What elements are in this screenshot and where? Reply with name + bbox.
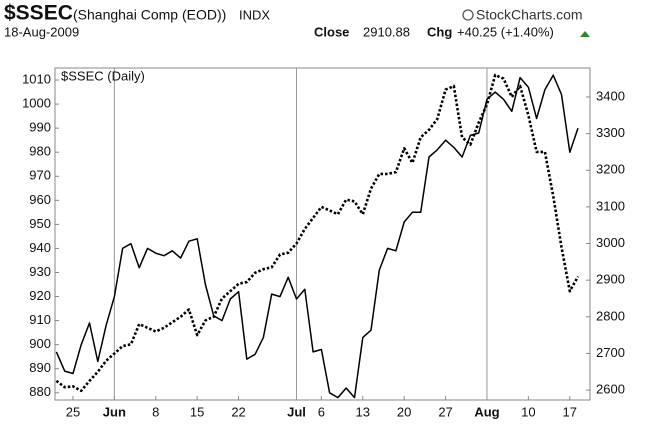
- y-tick-label: 980: [29, 144, 51, 159]
- y-tick-label: 890: [29, 360, 51, 375]
- y-tick-label: 880: [29, 384, 51, 399]
- y2-tick-label: 3200: [596, 162, 625, 177]
- series-line: [55, 74, 579, 399]
- y2-tick-label: 2800: [596, 308, 625, 323]
- y2-tick-label: 3000: [596, 235, 625, 250]
- x-tick-label: 27: [438, 404, 452, 419]
- x-tick-label: 6: [318, 404, 325, 419]
- x-tick-label: 22: [231, 404, 245, 419]
- chg-label: Chg: [427, 24, 452, 39]
- y-tick-label: 940: [29, 240, 51, 255]
- x-tick-label: 15: [190, 404, 204, 419]
- x-tick-label: 13: [356, 404, 370, 419]
- x-tick-label: 20: [397, 404, 411, 419]
- y-tick-label: 930: [29, 264, 51, 279]
- x-tick-label: Jul: [287, 404, 306, 419]
- y2-tick-label: 2700: [596, 345, 625, 360]
- y-tick-label: 950: [29, 216, 51, 231]
- plot-frame: [54, 67, 591, 401]
- close-value: 2910.88: [363, 24, 410, 39]
- y-tick-label: 1000: [22, 96, 51, 111]
- y-tick-label: 910: [29, 312, 51, 327]
- exchange: INDX: [239, 7, 270, 22]
- legend-label: $SSEC (Daily): [61, 68, 145, 83]
- y2-tick-label: 2600: [596, 382, 625, 397]
- y2-tick-label: 3400: [596, 88, 625, 103]
- x-tick-label: Aug: [474, 404, 499, 419]
- watermark: StockCharts.com: [476, 7, 583, 23]
- y-tick-label: 990: [29, 120, 51, 135]
- y-tick-label: 970: [29, 168, 51, 183]
- x-tick-label: 10: [521, 404, 535, 419]
- date: 18-Aug-2009: [4, 24, 79, 39]
- chg-value: +40.25 (+1.40%): [457, 24, 554, 39]
- series-line: [55, 73, 580, 393]
- y-tick-label: 960: [29, 192, 51, 207]
- y2-tick-label: 3300: [596, 125, 625, 140]
- y2-tick-label: 2900: [596, 272, 625, 287]
- up-arrow: [580, 31, 590, 37]
- y-tick-label: 900: [29, 336, 51, 351]
- chart-title: $SSEC: [4, 2, 73, 25]
- chart-subtitle: (Shanghai Comp (EOD)): [73, 7, 226, 23]
- x-tick-label: 17: [563, 404, 577, 419]
- y-tick-label: 1010: [22, 71, 51, 86]
- x-tick-label: Jun: [103, 404, 126, 419]
- close-label: Close: [314, 24, 349, 39]
- x-tick-label: 8: [152, 404, 159, 419]
- x-tick-label: 25: [66, 404, 80, 419]
- logo-icon: [462, 9, 474, 21]
- y2-tick-label: 3100: [596, 198, 625, 213]
- y-tick-label: 920: [29, 288, 51, 303]
